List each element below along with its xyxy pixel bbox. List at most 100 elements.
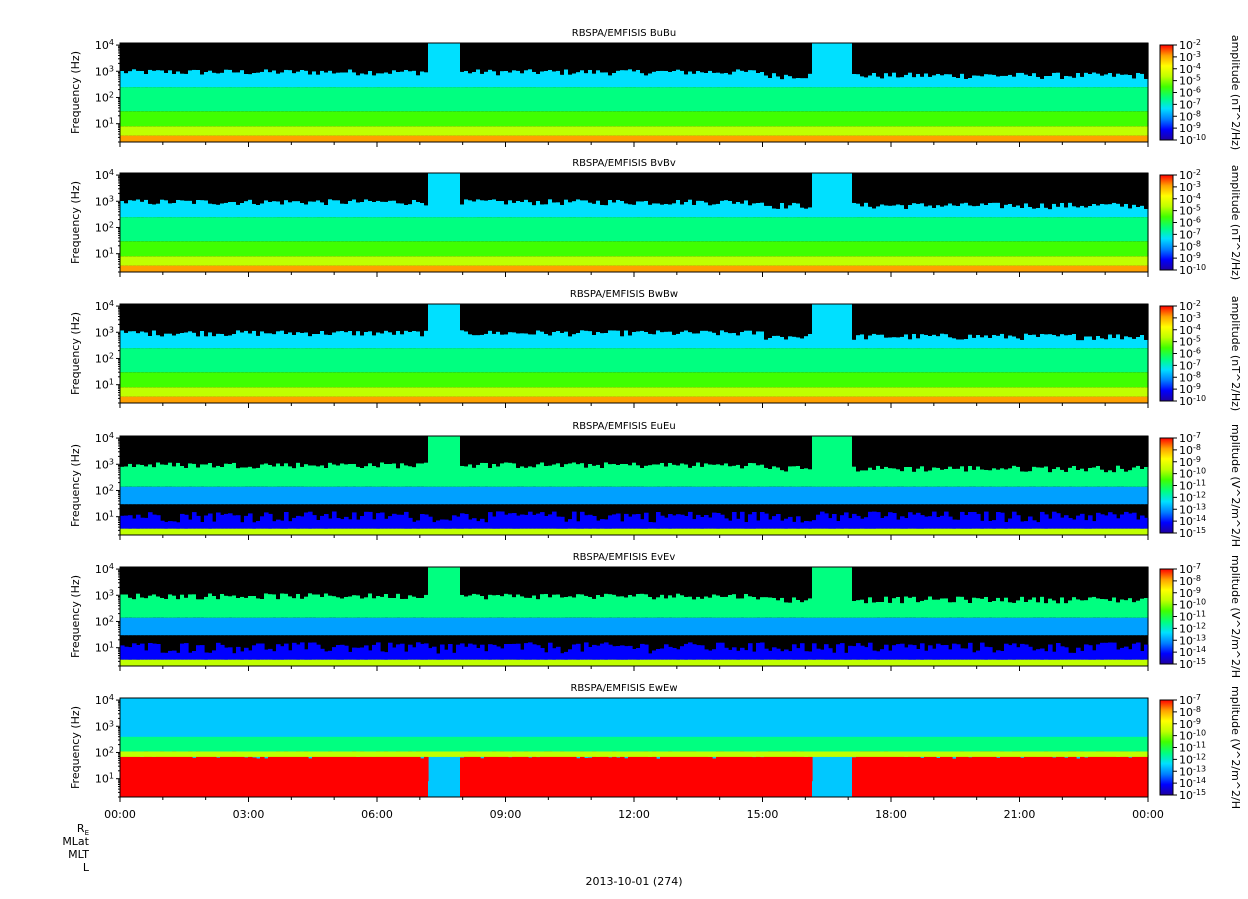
spectrogram-cell — [528, 202, 533, 218]
spectrogram-cell — [596, 173, 601, 201]
spectrogram-cell — [1060, 87, 1065, 112]
spectrogram-cell — [644, 332, 649, 349]
spectrogram-cell — [560, 43, 565, 75]
spectrogram-cell — [768, 256, 773, 266]
spectrogram-cell — [808, 333, 813, 349]
spectrogram-cell — [384, 72, 389, 88]
spectrogram-cell — [392, 126, 397, 136]
spectrogram-cell — [880, 217, 885, 242]
spectrogram-cell — [868, 217, 873, 242]
spectrogram-cell — [416, 43, 421, 76]
spectrogram-cell — [368, 43, 373, 71]
spectrogram-cell — [356, 372, 361, 388]
spectrogram-cell — [236, 87, 241, 112]
spectrogram-cell — [160, 87, 165, 112]
spectrogram-cell — [716, 87, 721, 112]
spectrogram-cell — [372, 256, 377, 266]
spectrogram-cell — [1040, 241, 1045, 257]
spectrogram-cell — [1000, 304, 1005, 334]
spectrogram-cell — [960, 396, 965, 403]
spectrogram-cell — [352, 135, 357, 142]
spectrogram-cell — [180, 241, 185, 257]
spectrogram-cell — [592, 203, 597, 218]
spectrogram-cell — [428, 304, 433, 349]
spectrogram-cell — [204, 265, 209, 272]
spectrogram-cell — [560, 256, 565, 266]
spectrogram-cell — [268, 43, 273, 73]
spectrogram-cell — [928, 304, 933, 336]
spectrogram-cell — [184, 217, 189, 242]
spectrogram-cell — [884, 173, 889, 206]
spectrogram-cell — [128, 256, 133, 266]
spectrogram-cell — [404, 256, 409, 266]
spectrogram-cell — [940, 173, 945, 207]
spectrogram-cell — [224, 111, 229, 127]
spectrogram-cell — [1064, 304, 1069, 336]
spectrogram-cell — [484, 111, 489, 127]
spectrogram-cell — [716, 241, 721, 257]
spectrogram-cell — [240, 203, 245, 218]
spectrogram-cell — [340, 203, 345, 218]
spectrogram-cell — [264, 135, 269, 142]
spectrogram-cell — [1136, 387, 1141, 397]
spectrogram-cell — [228, 173, 233, 202]
spectrogram-cell — [132, 486, 137, 505]
spectrogram-cell — [408, 348, 413, 373]
spectrogram-cell — [328, 173, 333, 200]
spectrogram-cell — [708, 43, 713, 71]
spectrogram-cell — [544, 173, 549, 205]
spectrogram-cell — [1092, 396, 1097, 403]
spectrogram-cell — [800, 338, 805, 349]
spectrogram-cell — [592, 87, 597, 112]
spectrogram-cell — [120, 201, 125, 218]
spectrogram-cell — [152, 514, 157, 529]
spectrogram-cell — [1008, 204, 1013, 217]
spectrogram-cell — [576, 72, 581, 87]
spectrogram-cell — [332, 126, 337, 136]
spectrogram-cell — [676, 372, 681, 388]
spectrogram-cell — [1088, 372, 1093, 388]
panel-title: RBSPA/EMFISIS BuBu — [572, 28, 676, 39]
spectrogram-cell — [780, 111, 785, 127]
spectrogram-cell — [160, 387, 165, 397]
spectrogram-cell — [520, 304, 525, 334]
spectrogram-cell — [200, 173, 205, 201]
spectrogram-cell — [596, 256, 601, 266]
spectrogram-cell — [892, 387, 897, 397]
spectrogram-cell — [444, 265, 449, 272]
spectrogram-cell — [348, 173, 353, 201]
spectrogram-cell — [444, 387, 449, 397]
spectrogram-cell — [804, 372, 809, 388]
spectrogram-cell — [276, 135, 281, 142]
spectrogram-cell — [672, 372, 677, 388]
spectrogram-cell — [540, 304, 545, 332]
spectrogram-cell — [528, 111, 533, 127]
spectrogram-cell — [1008, 372, 1013, 388]
spectrogram-cell — [1088, 387, 1093, 397]
spectrogram-cell — [1096, 205, 1101, 218]
spectrogram-cell — [768, 372, 773, 388]
spectrogram-cell — [200, 111, 205, 127]
spectrogram-cell — [1032, 43, 1037, 74]
spectrogram-cell — [208, 265, 213, 272]
spectrogram-cell — [572, 43, 577, 74]
spectrogram-cell — [1124, 256, 1129, 266]
spectrogram-cell — [992, 334, 997, 349]
spectrogram-cell — [236, 387, 241, 397]
spectrogram-cell — [324, 396, 329, 403]
colorbar: 10-210-310-410-510-610-710-810-910-10 amp… — [1159, 165, 1242, 280]
spectrogram-cell — [292, 265, 297, 272]
spectrogram-cell — [540, 43, 545, 72]
spectrogram-cell — [1060, 348, 1065, 373]
spectrogram-cell — [264, 348, 269, 373]
spectrogram-cell — [488, 111, 493, 127]
spectrogram-cell — [324, 304, 329, 335]
spectrogram-cell — [1008, 87, 1013, 112]
spectrogram-cell — [1072, 387, 1077, 397]
spectrogram-cell — [512, 43, 517, 71]
spectrogram-cell — [308, 396, 313, 403]
spectrogram-cell — [764, 304, 769, 340]
spectrogram-cell — [456, 126, 461, 136]
spectrogram-cell — [1116, 396, 1121, 403]
